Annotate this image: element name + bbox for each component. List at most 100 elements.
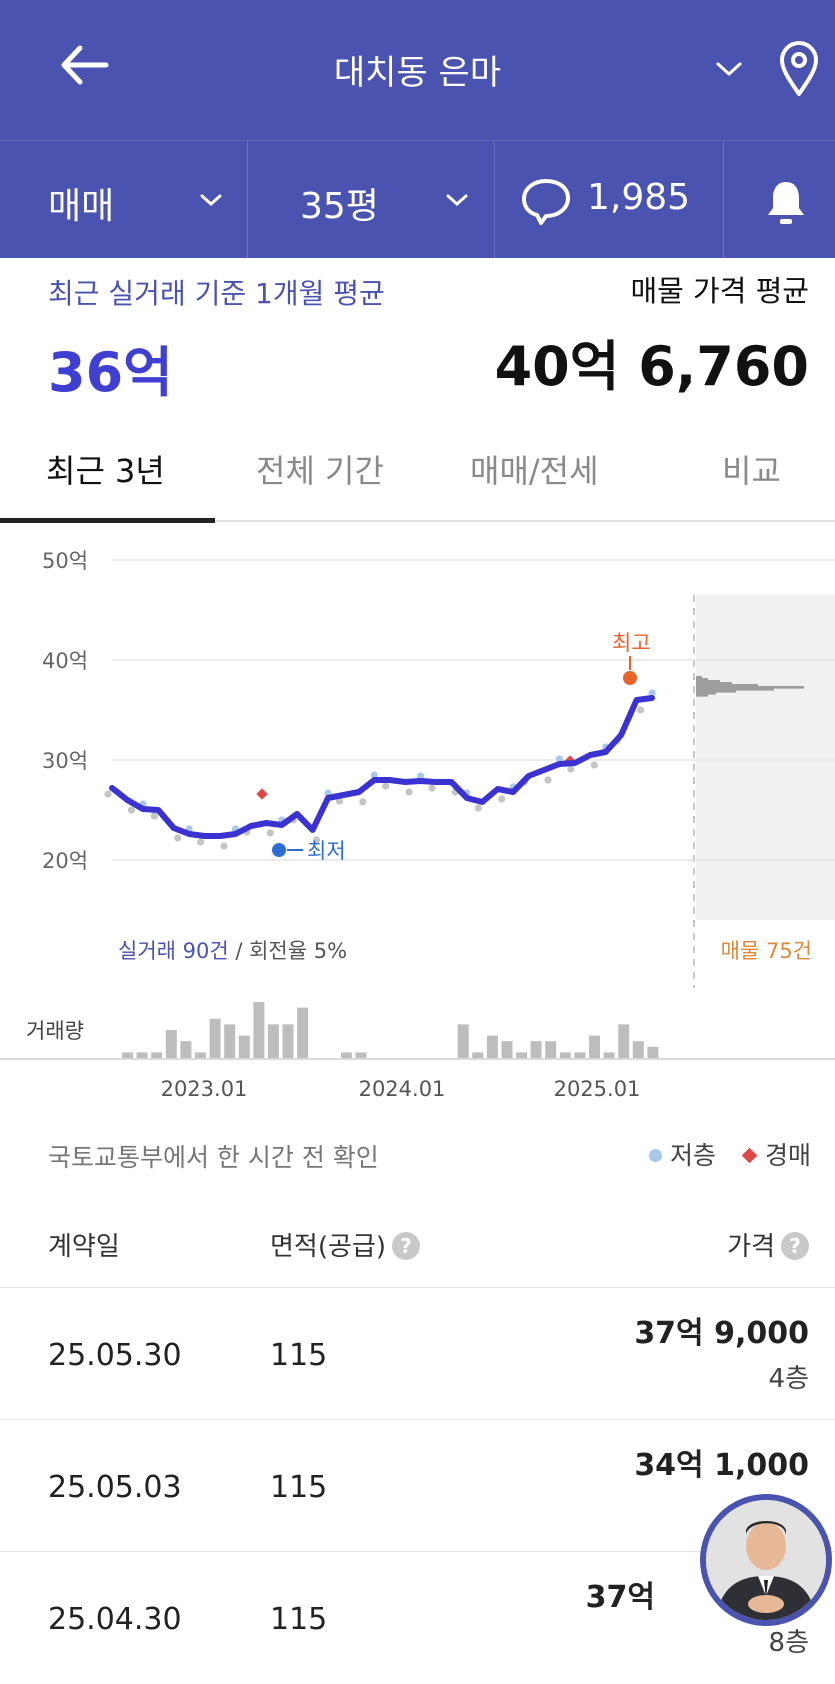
listing-histogram-bar (696, 678, 708, 681)
listing-histogram-bar (696, 690, 736, 693)
volume-bar (297, 1007, 309, 1058)
high-label: 최고 (612, 631, 651, 655)
transaction-dot (428, 784, 436, 792)
volume-label: 거래량 (26, 1019, 84, 1043)
column-header-price: 가격? (727, 1226, 809, 1263)
map-pin-icon[interactable] (776, 38, 822, 98)
y-tick-label: 30억 (42, 749, 88, 773)
contract-date: 25.05.30 (48, 1338, 182, 1373)
recent-average-value: 36억 (48, 341, 173, 404)
table-row[interactable]: 25.05.03 115 34억 1,000 (0, 1420, 835, 1552)
listing-average-label: 매물 가격 평균 (630, 274, 809, 308)
transaction-dot (405, 788, 413, 796)
chevron-down-icon (200, 194, 222, 207)
filter-bar: 매매 35평 1,985 (0, 140, 835, 259)
listing-average-value: 40억 6,760 (494, 335, 809, 398)
volume-bar (165, 1030, 177, 1058)
floor: 4층 (768, 1364, 809, 1394)
price-chart: 50억 40억 30억 20억 최저 최고 실거래 90건 / 회전율 5% 매물 75… (0, 549, 835, 1100)
tab-compare[interactable]: 비교 (722, 452, 781, 490)
low-label: 최저 (307, 839, 346, 863)
alert-button[interactable] (724, 141, 835, 259)
x-tick-label: 2025.01 (554, 1077, 641, 1100)
volume-bar (224, 1024, 236, 1058)
listing-area-background (696, 595, 835, 920)
auction-marker (256, 788, 268, 800)
tab-recent-3-years[interactable]: 최근 3년 (46, 452, 165, 490)
transaction-dot (474, 804, 482, 812)
volume-bar (136, 1052, 148, 1058)
volume-bar (559, 1052, 571, 1058)
volume-bar (253, 1002, 265, 1058)
chart-footer-left: 실거래 90건 / 회전율 5% (118, 939, 347, 963)
transaction-dot (312, 836, 321, 844)
transaction-dot (648, 689, 656, 697)
transaction-dot (127, 806, 136, 814)
contract-date: 25.05.03 (48, 1470, 182, 1505)
volume-bar (545, 1041, 557, 1058)
volume-bar (574, 1052, 586, 1058)
listing-histogram-bar (696, 688, 774, 691)
table-header: 계약일 면적(공급)? 가격? (0, 1218, 835, 1288)
supply-area: 115 (270, 1470, 328, 1505)
tab-sale-lease[interactable]: 매매/전세 (470, 452, 599, 490)
transaction-dot (335, 797, 344, 805)
tab-all-period[interactable]: 전체 기간 (256, 452, 384, 490)
listing-histogram-bar (696, 680, 720, 683)
table-row[interactable]: 25.05.30 115 37억 9,000 4층 (0, 1288, 835, 1420)
transaction-dot (498, 795, 506, 803)
table-row[interactable]: 25.04.30 115 37억 8층 (0, 1552, 835, 1684)
y-tick-label: 50억 (42, 549, 88, 573)
recent-average-label: 최근 실거래 기준 1개월 평균 (48, 277, 385, 310)
column-header-price-label: 가격 (727, 1232, 775, 1262)
question-icon[interactable]: ? (781, 1232, 809, 1260)
volume-bar (486, 1035, 498, 1058)
listing-histogram-bar (696, 676, 702, 679)
high-marker (623, 671, 637, 685)
comments-button[interactable]: 1,985 (495, 141, 723, 259)
turnover-rate: / 회전율 5% (229, 939, 347, 963)
volume-bar (530, 1041, 542, 1058)
transaction-dot (567, 765, 575, 773)
listing-histogram-bar (696, 694, 708, 697)
arrow-left-icon[interactable] (56, 40, 114, 90)
transaction-dot (174, 834, 182, 842)
floor: 8층 (768, 1628, 809, 1658)
listing-histogram-bar (696, 692, 716, 695)
transaction-dot (150, 812, 158, 820)
legend-low-floor: 저층 (669, 1141, 716, 1170)
volume-bar (603, 1052, 615, 1058)
volume-bar (589, 1035, 600, 1058)
listing-count: 매물 75건 (721, 939, 812, 963)
comment-count: 1,985 (587, 177, 691, 218)
contract-date: 25.04.30 (48, 1602, 182, 1637)
question-icon[interactable]: ? (391, 1232, 420, 1260)
trade-price: 34억 1,000 (634, 1448, 809, 1483)
x-tick-label: 2023.01 (161, 1077, 248, 1100)
app-header: 대치동 은마 (0, 0, 835, 140)
volume-bar (472, 1052, 484, 1058)
auction-marker-icon (741, 1147, 758, 1164)
x-tick-label: 2024.01 (359, 1077, 446, 1100)
trade-price: 37억 9,000 (634, 1316, 809, 1351)
y-tick-label: 40억 (42, 649, 88, 673)
volume-bar (209, 1018, 221, 1058)
size-select[interactable]: 35평 (248, 141, 494, 259)
source-note: 국토교통부에서 한 시간 전 확인 (48, 1143, 379, 1172)
legend-auction: 경매 (764, 1141, 811, 1170)
divider (247, 141, 248, 259)
trade-price: 37억 (585, 1580, 655, 1615)
volume-bar (122, 1052, 133, 1058)
deal-type-select[interactable]: 매매 (0, 141, 247, 259)
transaction-dot (544, 776, 552, 784)
column-header-date: 계약일 (48, 1232, 120, 1262)
volume-bar (501, 1041, 513, 1058)
volume-bar (355, 1052, 367, 1058)
y-tick-label: 20억 (42, 849, 88, 873)
chevron-down-icon[interactable] (712, 56, 746, 82)
period-tabs: 최근 3년 전체 기간 매매/전세 비교 (0, 430, 835, 523)
transaction-dot (382, 782, 390, 790)
agent-avatar-button[interactable] (700, 1494, 832, 1626)
size-label: 35평 (300, 186, 379, 227)
listing-histogram-bar (696, 684, 758, 687)
